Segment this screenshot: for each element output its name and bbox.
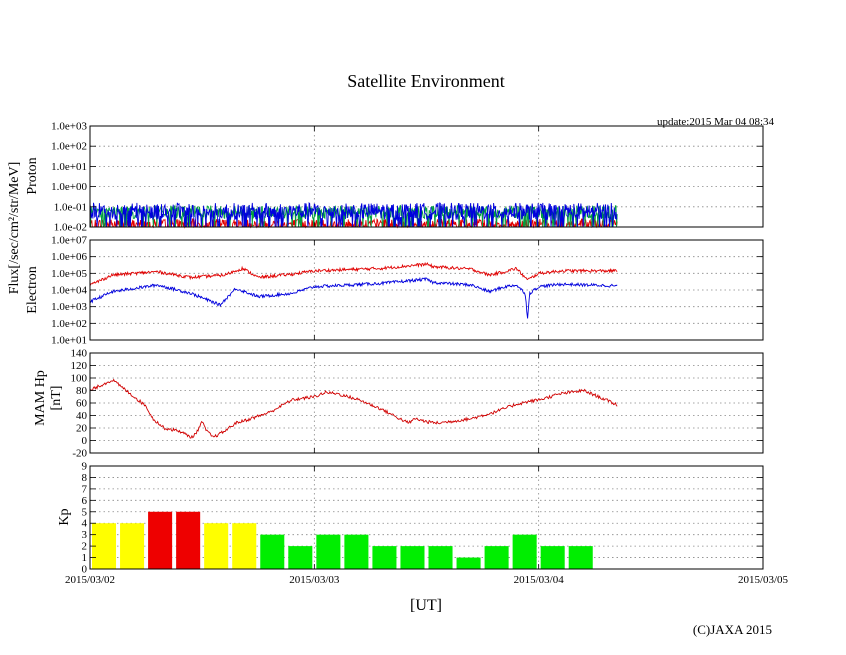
mam-hp-unit-label: [nT] <box>49 386 64 411</box>
proton-ytick-label-2: 1.0e+01 <box>51 161 87 173</box>
kp-ytick-label-3: 6 <box>82 495 88 507</box>
kp-bar-7 <box>288 546 313 569</box>
mam-hp-ytick-label-5: 40 <box>76 410 88 422</box>
kp-bar-13 <box>456 557 481 569</box>
kp-ytick-label-0: 9 <box>82 461 88 473</box>
kp-ytick-label-9: 0 <box>82 564 88 576</box>
kp-bar-12 <box>428 546 453 569</box>
kp-bar-1 <box>120 523 145 569</box>
kp-ytick-label-4: 5 <box>82 506 88 518</box>
x-tick-label-3: 2015/03/05 <box>738 574 789 586</box>
mam-hp-ytick-label-7: 0 <box>82 435 88 447</box>
mam-hp-ytick-label-2: 100 <box>71 373 88 385</box>
kp-ytick-label-6: 3 <box>82 529 88 541</box>
x-tick-label-1: 2015/03/03 <box>289 574 340 586</box>
mam-hp-ytick-label-4: 60 <box>76 398 88 410</box>
kp-frame <box>89 465 764 570</box>
electron-ytick-label-4: 1.0e+03 <box>51 301 87 313</box>
proton-series-blue <box>89 201 618 228</box>
electron-ytick-label-5: 1.0e+02 <box>51 318 87 330</box>
x-tick-label-0: 2015/03/02 <box>65 574 115 586</box>
kp-bar-11 <box>400 546 425 569</box>
electron-ytick-label-6: 1.0e+01 <box>51 335 87 347</box>
kp-ytick-label-2: 7 <box>82 483 88 495</box>
kp-bar-2 <box>148 511 173 569</box>
kp-bar-16 <box>540 546 565 569</box>
kp-ytick-label-8: 1 <box>82 552 88 564</box>
kp-ytick-label-1: 8 <box>82 472 88 484</box>
x-axis-label: [UT] <box>410 597 442 614</box>
proton-ytick-label-5: 1.0e-02 <box>54 222 87 234</box>
kp-ytick-label-5: 4 <box>82 518 88 530</box>
x-tick-label-2: 2015/03/04 <box>514 574 565 586</box>
electron-frame <box>89 239 764 341</box>
proton-ytick-label-4: 1.0e-01 <box>54 201 87 213</box>
mam-hp-ytick-label-1: 120 <box>71 360 88 372</box>
mam-hp-ytick-label-8: -20 <box>72 448 87 460</box>
electron-ytick-label-3: 1.0e+04 <box>51 285 87 297</box>
plot-layer: 1.0e+03 1.0e+02 1.0e+01 1.0e+00 1.0e-01 1.0e-… <box>51 121 788 587</box>
update-timestamp: update:2015 Mar 04 08:34 <box>657 116 775 128</box>
flux-axis-label: Flux[/sec/cm²/str/MeV] <box>7 162 22 295</box>
mam-hp-frame <box>89 352 764 454</box>
kp-bar-14 <box>484 546 509 569</box>
kp-ytick-label-7: 2 <box>82 541 88 553</box>
chart-title: Satellite Environment <box>347 71 504 91</box>
mam-hp-ytick-label-0: 140 <box>71 348 88 360</box>
kp-bar-6 <box>260 534 285 569</box>
proton-ytick-label-3: 1.0e+00 <box>51 181 87 193</box>
kp-bar-10 <box>372 546 397 569</box>
copyright-label: (C)JAXA 2015 <box>693 622 772 637</box>
kp-bar-3 <box>176 511 201 569</box>
kp-bar-15 <box>512 534 537 569</box>
mam-hp-series-line <box>89 378 618 439</box>
kp-bar-0 <box>92 523 117 569</box>
electron-ytick-label-0: 1.0e+07 <box>51 235 87 247</box>
kp-bar-8 <box>316 534 341 569</box>
electron-ytick-label-2: 1.0e+05 <box>51 268 87 280</box>
proton-axis-label: Proton <box>25 157 40 194</box>
electron-axis-label: Electron <box>25 266 40 313</box>
kp-bar-9 <box>344 534 369 569</box>
electron-ytick-label-1: 1.0e+06 <box>51 251 87 263</box>
proton-ytick-label-1: 1.0e+02 <box>51 141 87 153</box>
electron-series-red <box>89 261 618 287</box>
kp-axis-label: Kp <box>57 508 72 525</box>
mam-hp-ytick-label-6: 20 <box>76 423 88 435</box>
kp-bar-17 <box>568 546 593 569</box>
proton-ytick-label-0: 1.0e+03 <box>51 121 87 133</box>
electron-series-blue <box>89 276 618 319</box>
proton-frame <box>89 125 764 228</box>
mam-hp-ytick-label-3: 80 <box>76 385 88 397</box>
kp-bar-5 <box>232 523 257 569</box>
mam-hp-axis-label: MAM Hp <box>33 370 48 426</box>
kp-bar-4 <box>204 523 229 569</box>
